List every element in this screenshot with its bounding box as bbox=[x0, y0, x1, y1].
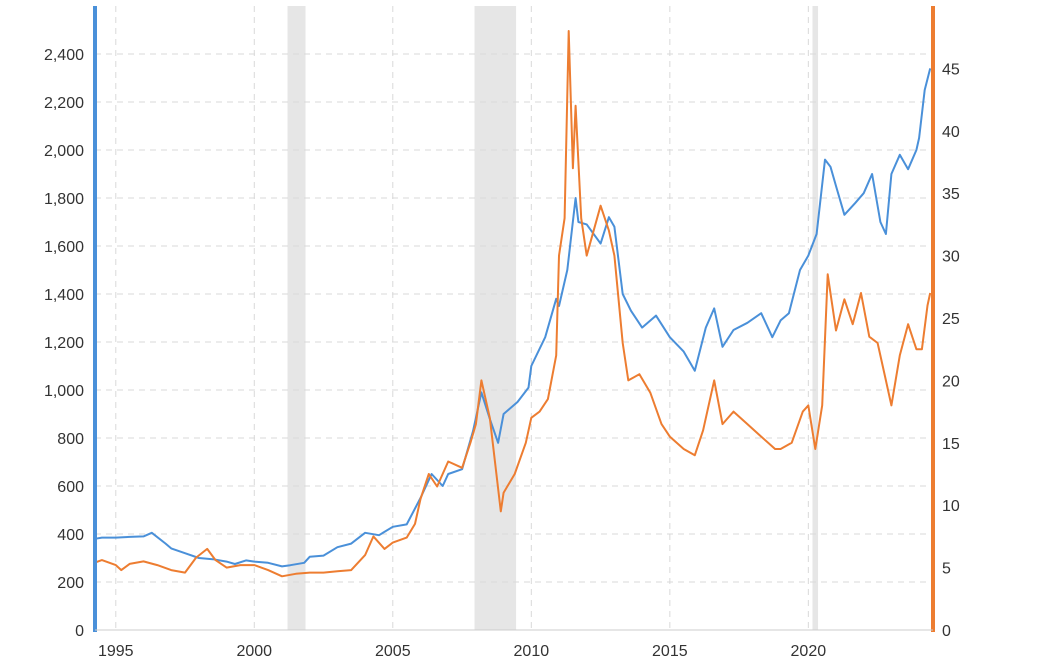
y-left-tick-label: 2,200 bbox=[44, 95, 84, 112]
y-left-tick-label: 800 bbox=[57, 431, 84, 448]
y-right-tick-label: 20 bbox=[942, 373, 960, 390]
y-right-tick-label: 40 bbox=[942, 124, 960, 141]
y-right-tick-label: 30 bbox=[942, 249, 960, 266]
y-left-tick-label: 1,200 bbox=[44, 335, 84, 352]
axes bbox=[93, 6, 935, 632]
recession-band bbox=[474, 6, 517, 630]
y-left-tick-label: 1,400 bbox=[44, 287, 84, 304]
series-lines bbox=[94, 30, 932, 578]
tick-labels: 02004006008001,0001,2001,4001,6001,8002,… bbox=[44, 47, 960, 660]
y-left-tick-label: 1,000 bbox=[44, 383, 84, 400]
y-right-tick-label: 0 bbox=[942, 623, 951, 640]
x-tick-label: 2005 bbox=[375, 643, 411, 660]
recession-band bbox=[812, 6, 819, 630]
x-tick-label: 2010 bbox=[514, 643, 550, 660]
y-left-tick-label: 2,400 bbox=[44, 47, 84, 64]
y-right-tick-label: 35 bbox=[942, 186, 960, 203]
gold-price-line bbox=[94, 68, 932, 568]
y-right-tick-label: 45 bbox=[942, 61, 960, 78]
y-left-tick-label: 1,800 bbox=[44, 191, 84, 208]
y-right-tick-label: 25 bbox=[942, 311, 960, 328]
recession-bands bbox=[287, 6, 819, 630]
x-tick-label: 2020 bbox=[791, 643, 827, 660]
recession-band bbox=[287, 6, 306, 630]
x-tick-label: 2000 bbox=[236, 643, 272, 660]
y-left-tick-label: 200 bbox=[57, 575, 84, 592]
y-left-tick-label: 400 bbox=[57, 527, 84, 544]
y-right-tick-label: 5 bbox=[942, 561, 951, 578]
y-left-tick-label: 2,000 bbox=[44, 143, 84, 160]
y-right-tick-label: 15 bbox=[942, 436, 960, 453]
silver-price-line bbox=[94, 30, 932, 578]
y-left-tick-label: 600 bbox=[57, 479, 84, 496]
x-tick-label: 2015 bbox=[652, 643, 688, 660]
y-left-tick-label: 0 bbox=[75, 623, 84, 640]
x-tick-label: 1995 bbox=[98, 643, 134, 660]
y-right-tick-label: 10 bbox=[942, 498, 960, 515]
y-left-tick-label: 1,600 bbox=[44, 239, 84, 256]
